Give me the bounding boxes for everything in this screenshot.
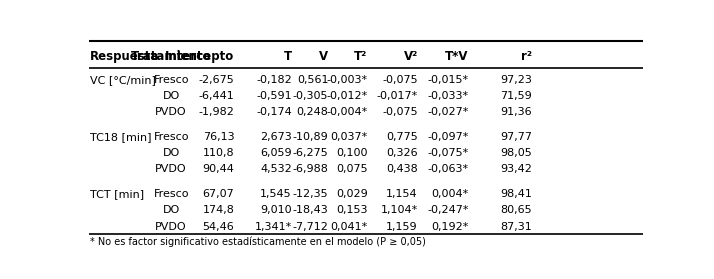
Text: -12,35: -12,35 bbox=[293, 189, 328, 199]
Text: -0,174: -0,174 bbox=[256, 107, 292, 117]
Text: Respuesta: Respuesta bbox=[91, 50, 160, 62]
Text: 1,104*: 1,104* bbox=[381, 205, 418, 215]
Text: Fresco: Fresco bbox=[154, 75, 189, 85]
Text: 0,004*: 0,004* bbox=[431, 189, 469, 199]
Text: 0,153: 0,153 bbox=[336, 205, 368, 215]
Text: DO: DO bbox=[163, 205, 180, 215]
Text: VC [°C/min]: VC [°C/min] bbox=[91, 75, 156, 85]
Text: TCT [min]: TCT [min] bbox=[91, 189, 144, 199]
Text: -0,075*: -0,075* bbox=[428, 148, 469, 158]
Text: 0,041*: 0,041* bbox=[331, 222, 368, 232]
Text: 97,23: 97,23 bbox=[500, 75, 532, 85]
Text: -1,982: -1,982 bbox=[198, 107, 234, 117]
Text: 98,05: 98,05 bbox=[501, 148, 532, 158]
Text: -0,017*: -0,017* bbox=[377, 91, 418, 101]
Text: -0,075: -0,075 bbox=[382, 107, 418, 117]
Text: 1,341*: 1,341* bbox=[254, 222, 292, 232]
Text: 0,248: 0,248 bbox=[296, 107, 328, 117]
Text: 2,673: 2,673 bbox=[260, 132, 292, 142]
Text: 0,075: 0,075 bbox=[336, 164, 368, 174]
Text: -18,43: -18,43 bbox=[293, 205, 328, 215]
Text: V: V bbox=[319, 50, 328, 62]
Text: -0,033*: -0,033* bbox=[428, 91, 469, 101]
Text: Tratamiento: Tratamiento bbox=[131, 50, 211, 62]
Text: 0,192*: 0,192* bbox=[431, 222, 469, 232]
Text: 6,059: 6,059 bbox=[260, 148, 292, 158]
Text: T²: T² bbox=[354, 50, 368, 62]
Text: Fresco: Fresco bbox=[154, 189, 189, 199]
Text: -6,988: -6,988 bbox=[293, 164, 328, 174]
Text: V²: V² bbox=[403, 50, 418, 62]
Text: -10,89: -10,89 bbox=[293, 132, 328, 142]
Text: 80,65: 80,65 bbox=[501, 205, 532, 215]
Text: r²: r² bbox=[521, 50, 532, 62]
Text: DO: DO bbox=[163, 148, 180, 158]
Text: T*V: T*V bbox=[446, 50, 469, 62]
Text: 1,159: 1,159 bbox=[386, 222, 418, 232]
Text: -0,591: -0,591 bbox=[256, 91, 292, 101]
Text: 87,31: 87,31 bbox=[501, 222, 532, 232]
Text: -0,305: -0,305 bbox=[293, 91, 328, 101]
Text: -0,063*: -0,063* bbox=[428, 164, 469, 174]
Text: 0,037*: 0,037* bbox=[331, 132, 368, 142]
Text: -0,097*: -0,097* bbox=[428, 132, 469, 142]
Text: -0,247*: -0,247* bbox=[428, 205, 469, 215]
Text: Fresco: Fresco bbox=[154, 132, 189, 142]
Text: -7,712: -7,712 bbox=[293, 222, 328, 232]
Text: -0,012*: -0,012* bbox=[326, 91, 368, 101]
Text: 1,545: 1,545 bbox=[260, 189, 292, 199]
Text: PVDO: PVDO bbox=[156, 164, 187, 174]
Text: PVDO: PVDO bbox=[156, 222, 187, 232]
Text: 0,775: 0,775 bbox=[386, 132, 418, 142]
Text: -0,003*: -0,003* bbox=[326, 75, 368, 85]
Text: 90,44: 90,44 bbox=[202, 164, 234, 174]
Text: 1,154: 1,154 bbox=[386, 189, 418, 199]
Text: 91,36: 91,36 bbox=[501, 107, 532, 117]
Text: 97,77: 97,77 bbox=[500, 132, 532, 142]
Text: 76,13: 76,13 bbox=[203, 132, 234, 142]
Text: 93,42: 93,42 bbox=[500, 164, 532, 174]
Text: * No es factor significativo estadísticamente en el modelo (P ≥ 0,05): * No es factor significativo estadística… bbox=[91, 236, 426, 247]
Text: -0,075: -0,075 bbox=[382, 75, 418, 85]
Text: Intercepto: Intercepto bbox=[165, 50, 234, 62]
Text: 71,59: 71,59 bbox=[501, 91, 532, 101]
Text: T: T bbox=[283, 50, 292, 62]
Text: 0,561: 0,561 bbox=[297, 75, 328, 85]
Text: 4,532: 4,532 bbox=[260, 164, 292, 174]
Text: 54,46: 54,46 bbox=[203, 222, 234, 232]
Text: 98,41: 98,41 bbox=[500, 189, 532, 199]
Text: 174,8: 174,8 bbox=[202, 205, 234, 215]
Text: 0,100: 0,100 bbox=[336, 148, 368, 158]
Text: DO: DO bbox=[163, 91, 180, 101]
Text: -0,015*: -0,015* bbox=[428, 75, 469, 85]
Text: TC18 [min]: TC18 [min] bbox=[91, 132, 152, 142]
Text: 0,326: 0,326 bbox=[386, 148, 418, 158]
Text: -6,441: -6,441 bbox=[198, 91, 234, 101]
Text: -0,182: -0,182 bbox=[256, 75, 292, 85]
Text: -0,027*: -0,027* bbox=[428, 107, 469, 117]
Text: 0,438: 0,438 bbox=[386, 164, 418, 174]
Text: -0,004*: -0,004* bbox=[326, 107, 368, 117]
Text: 9,010: 9,010 bbox=[260, 205, 292, 215]
Text: 110,8: 110,8 bbox=[203, 148, 234, 158]
Text: PVDO: PVDO bbox=[156, 107, 187, 117]
Text: -2,675: -2,675 bbox=[198, 75, 234, 85]
Text: -6,275: -6,275 bbox=[293, 148, 328, 158]
Text: 67,07: 67,07 bbox=[203, 189, 234, 199]
Text: 0,029: 0,029 bbox=[336, 189, 368, 199]
